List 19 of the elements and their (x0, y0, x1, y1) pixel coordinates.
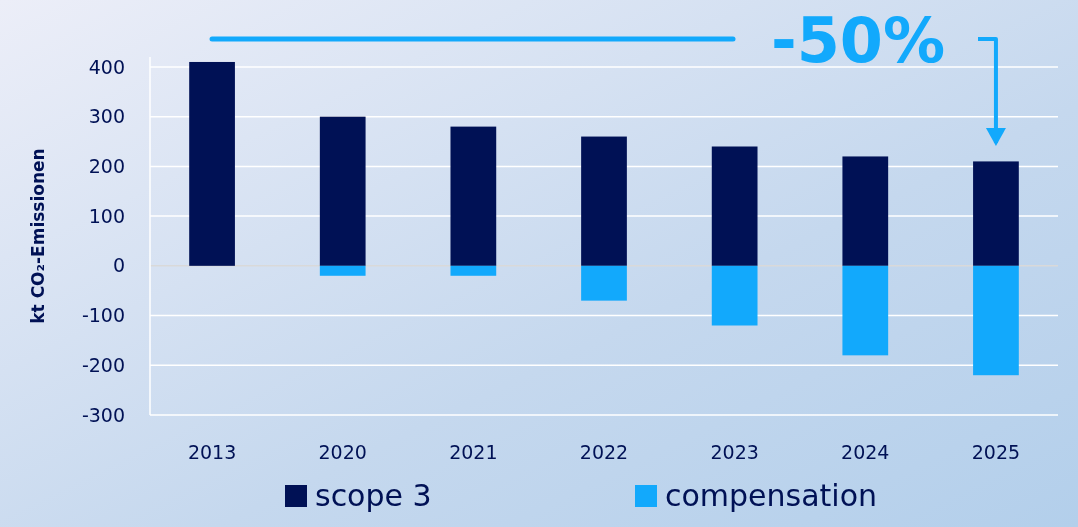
x-tick-label: 2025 (971, 441, 1021, 463)
y-tick-label: -100 (81, 304, 125, 327)
y-tick-label: 100 (88, 204, 125, 227)
y-tick-label: 200 (88, 155, 125, 178)
y-axis-title: kt CO₂-Emissionen (28, 148, 48, 324)
x-tick-label: 2021 (449, 441, 498, 463)
y-tick-label: 0 (112, 254, 125, 277)
y-tick-label: 300 (88, 105, 125, 128)
x-tick-label: 2013 (187, 441, 237, 463)
x-tick-label: 2024 (841, 441, 890, 463)
x-tick-label: 2023 (710, 441, 759, 463)
y-tick-label: -300 (81, 403, 125, 426)
y-tick-label: -200 (81, 353, 125, 376)
legend-label: compensation (665, 478, 878, 513)
y-tick-label: 400 (88, 55, 125, 78)
annotation: -50% (770, 4, 946, 77)
x-tick-label: 2022 (579, 441, 629, 463)
x-tick-label: 2020 (318, 441, 367, 463)
legend-label: scope 3 (315, 478, 432, 513)
